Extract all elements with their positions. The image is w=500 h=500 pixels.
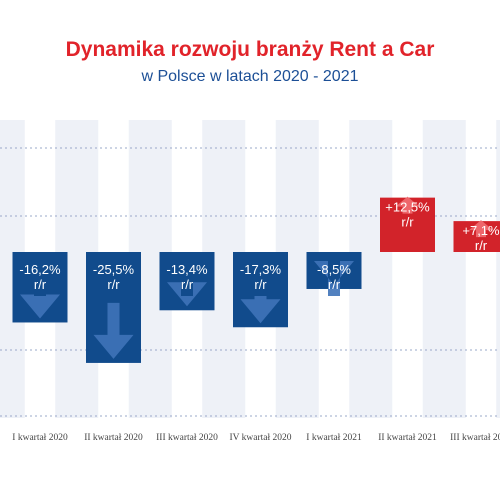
chart-subtitle: w Polsce w latach 2020 - 2021 (141, 68, 359, 85)
up-arrow-icon (469, 220, 493, 238)
data-label-unit: r/r (107, 277, 120, 292)
x-tick-label: III kwartał 2021 (450, 433, 500, 443)
x-tick-label: IV kwartał 2020 (229, 433, 291, 443)
bar-group: -25,5%r/r (86, 252, 141, 363)
bar-group: -17,3%r/r (233, 252, 288, 328)
data-label-unit: r/r (34, 277, 47, 292)
data-label-unit: r/r (254, 277, 267, 292)
x-tick-label: I kwartał 2021 (306, 433, 362, 443)
data-label: -13,4% (166, 262, 208, 277)
data-label: -25,5% (93, 262, 135, 277)
bar-group: -16,2%r/r (12, 252, 68, 323)
data-label-unit: r/r (475, 238, 488, 253)
bars: -16,2%r/r-25,5%r/r-13,4%r/r-17,3%r/r-8,5… (12, 196, 500, 363)
x-tick-label: II kwartał 2021 (378, 433, 437, 443)
data-label: -16,2% (19, 262, 61, 277)
down-arrow-icon (93, 302, 134, 359)
down-arrow-icon (20, 294, 60, 319)
down-arrow-icon (167, 282, 207, 307)
x-tick-label: I kwartał 2020 (12, 433, 68, 443)
down-arrow-icon (314, 260, 354, 296)
data-label: -8,5% (317, 262, 351, 277)
background-stripes (0, 120, 500, 418)
up-arrow-icon (395, 196, 420, 214)
x-tick-label: II kwartał 2020 (84, 433, 143, 443)
down-arrow-icon (240, 296, 281, 324)
bar-group: +7,1%r/r (453, 220, 500, 253)
bar-group: +12,5%r/r (380, 196, 435, 252)
bar (306, 252, 362, 289)
data-label-unit: r/r (328, 277, 341, 292)
background-stripe (496, 120, 500, 418)
data-label: -17,3% (240, 262, 282, 277)
background-stripe (422, 120, 466, 418)
data-label-unit: r/r (181, 277, 194, 292)
data-label: +12,5% (385, 200, 430, 215)
bar-group: -13,4%r/r (159, 252, 215, 311)
x-tick-label: III kwartał 2020 (156, 433, 218, 443)
x-axis-tick-labels: I kwartał 2020 II kwartał 2020 III kwartał… (12, 433, 500, 443)
data-label-unit: r/r (401, 215, 414, 230)
bar-group: -8,5%r/r (306, 252, 362, 296)
data-label: +7,1% (462, 223, 500, 238)
chart-title: Dynamika rozwoju branży Rent a Car (65, 38, 435, 61)
